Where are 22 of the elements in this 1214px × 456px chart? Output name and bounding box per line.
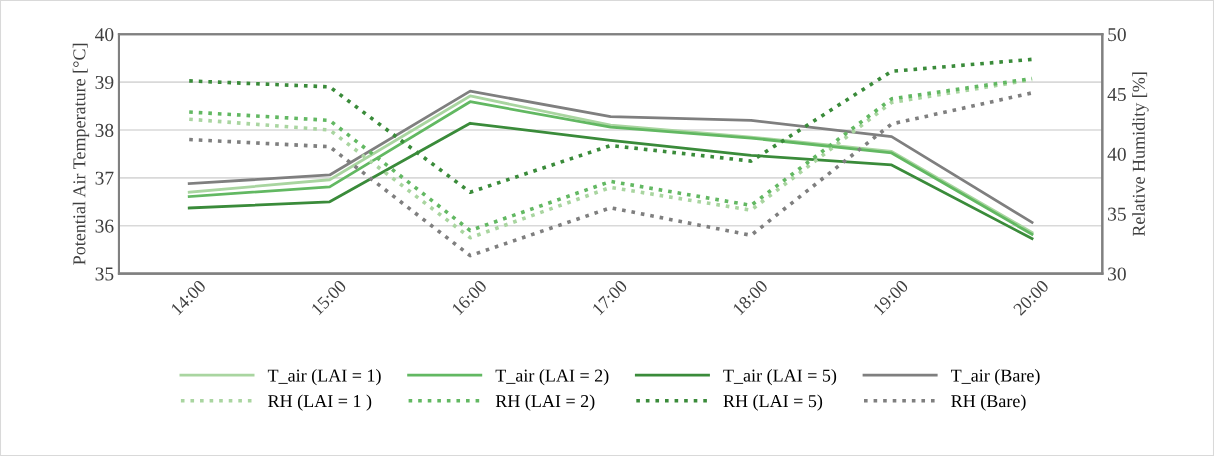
legend-label: T_air (LAI = 5) [723,368,837,386]
y-tick-label: 38 [95,123,114,137]
legend-label: RH (LAI = 1 ) [268,394,372,411]
legend-label: RH (Bare) [951,394,1026,411]
y-tick-label: 36 [95,219,114,233]
legend-label: RH (LAI = 2) [495,394,595,411]
y-tick-label: 40 [95,28,114,42]
y-axis-title: Potential Air Temperature [°C] [72,43,90,265]
y-tick-label: 37 [95,171,114,185]
y-tick-label: 39 [95,75,114,90]
y2-tick-label: 30 [1108,267,1126,281]
y2-tick-label: 40 [1107,147,1126,161]
y2-tick-label: 35 [1108,207,1126,221]
legend-label: RH (LAI = 5) [723,394,823,411]
legend-label: T_air (LAI = 1) [267,368,381,386]
y2-tick-label: 50 [1108,28,1126,42]
legend-label: T_air (LAI = 2) [495,368,609,386]
y-tick-label: 35 [95,267,114,281]
legend-label: T_air (Bare) [951,368,1040,386]
y2-tick-label: 45 [1107,88,1126,101]
line-series [187,91,1034,258]
y2-axis-title: Relative Humidity [%] [1132,72,1149,237]
